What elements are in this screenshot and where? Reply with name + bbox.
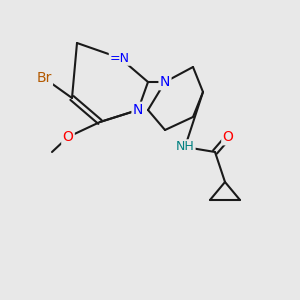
- Text: =N: =N: [110, 52, 130, 64]
- Text: NH: NH: [176, 140, 194, 154]
- Text: Br: Br: [36, 71, 52, 85]
- Text: N: N: [133, 103, 143, 117]
- Text: O: O: [63, 130, 74, 144]
- Text: N: N: [160, 75, 170, 89]
- Text: O: O: [223, 130, 233, 144]
